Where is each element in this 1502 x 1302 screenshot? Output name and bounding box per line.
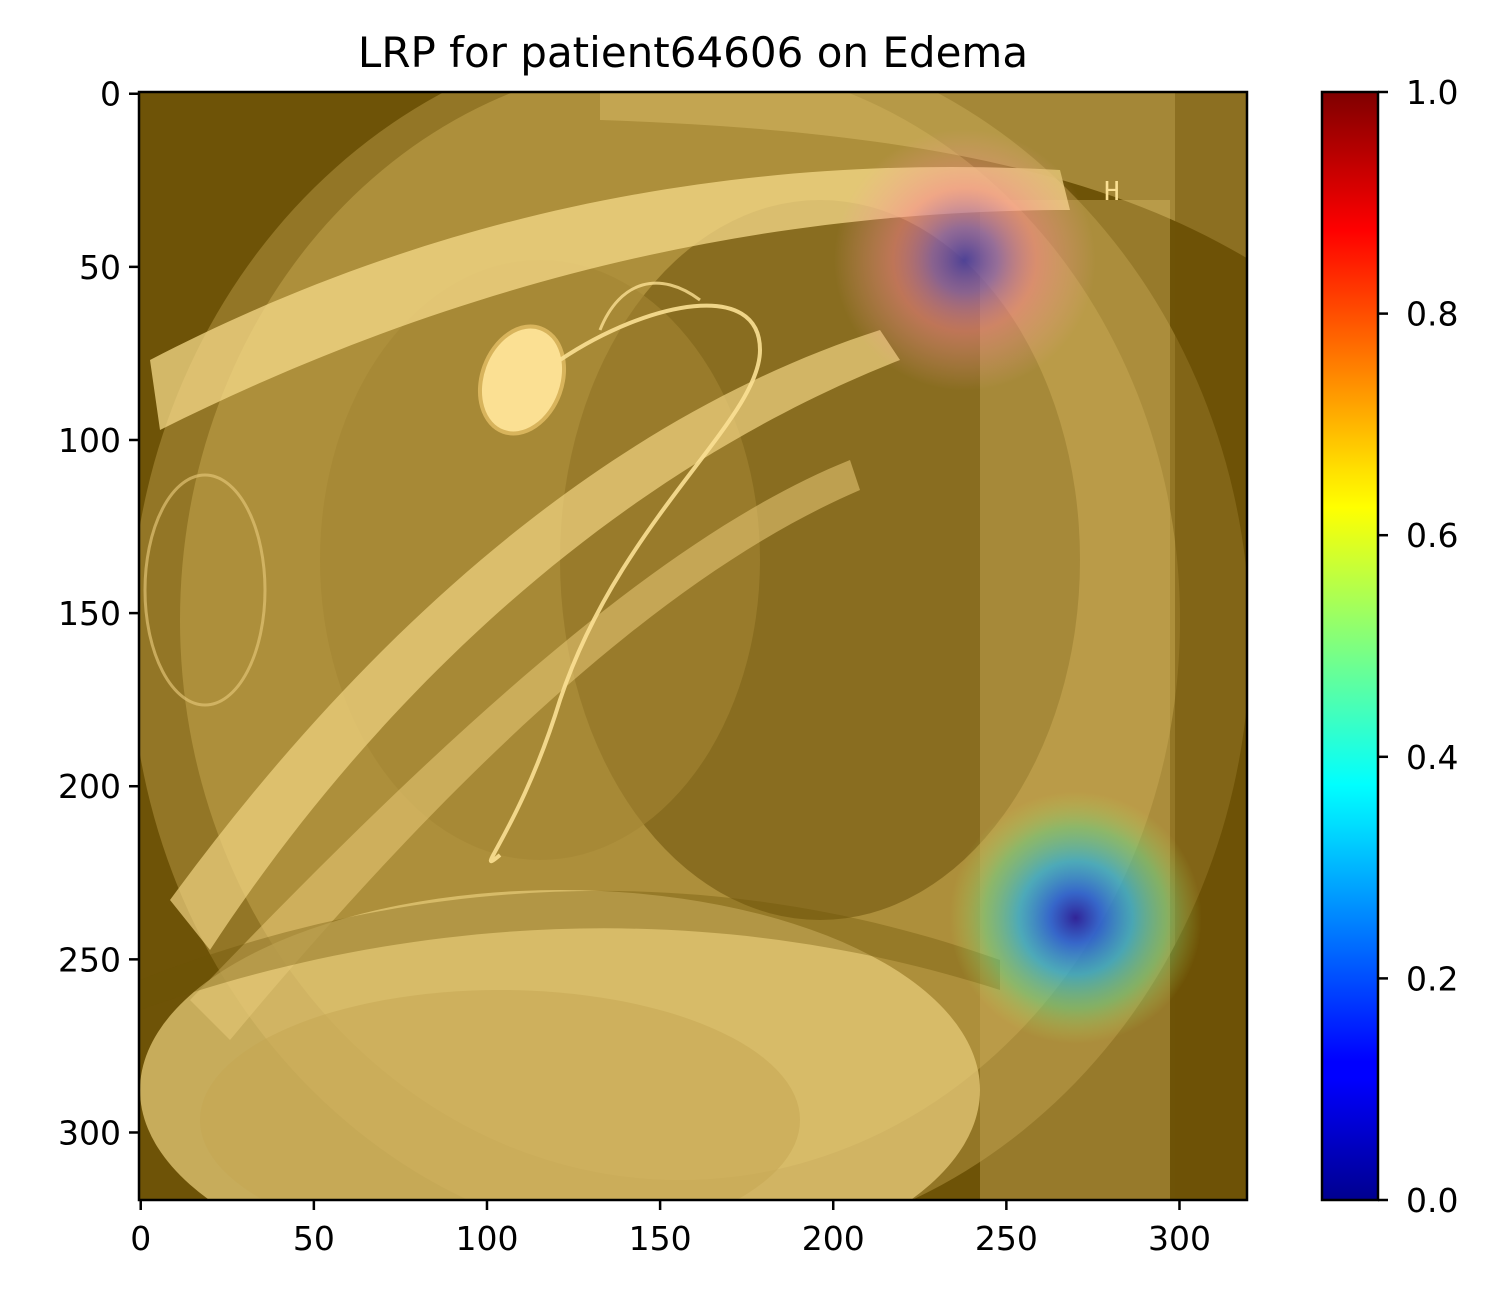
xray-image: H bbox=[139, 92, 1247, 1200]
x-tick-label: 300 bbox=[1148, 1219, 1211, 1258]
colorbar-gradient bbox=[1322, 92, 1378, 1200]
colorbar-tick-label: 0.2 bbox=[1406, 959, 1458, 998]
colorbar-tick-label: 0.0 bbox=[1406, 1181, 1458, 1220]
y-tick-label: 50 bbox=[79, 248, 121, 287]
y-tick-label: 150 bbox=[58, 594, 121, 633]
x-tick-label: 0 bbox=[130, 1219, 151, 1258]
y-tick-label: 300 bbox=[58, 1113, 121, 1152]
lower-relevance-hotspot bbox=[949, 791, 1202, 1045]
colorbar-tick-label: 1.0 bbox=[1406, 73, 1458, 112]
colorbar-tick-label: 0.6 bbox=[1406, 516, 1458, 555]
x-axis: 0 50 100 150 200 250 300 bbox=[130, 1200, 1211, 1258]
x-tick-label: 200 bbox=[802, 1219, 865, 1258]
upper-relevance-hotspot bbox=[833, 129, 1096, 391]
x-tick-label: 100 bbox=[455, 1219, 518, 1258]
x-tick-label: 150 bbox=[629, 1219, 692, 1258]
colorbar-tick-label: 0.8 bbox=[1406, 295, 1458, 334]
y-tick-label: 0 bbox=[100, 75, 121, 114]
x-tick-label: 250 bbox=[975, 1219, 1038, 1258]
y-tick-label: 250 bbox=[58, 940, 121, 979]
y-axis: 0 50 100 150 200 250 300 bbox=[58, 75, 139, 1152]
colorbar-tick-label: 0.4 bbox=[1406, 738, 1458, 777]
colorbar-frame bbox=[1320, 90, 1380, 1202]
plot-frame bbox=[137, 90, 1249, 1202]
y-tick-label: 200 bbox=[58, 767, 121, 806]
x-tick-label: 50 bbox=[293, 1219, 335, 1258]
chart-title: LRP for patient64606 on Edema bbox=[357, 28, 1029, 77]
colorbar: 0.0 0.2 0.4 0.6 0.8 1.0 bbox=[1320, 73, 1458, 1220]
image-marker-text: H bbox=[1104, 177, 1120, 207]
y-tick-label: 100 bbox=[58, 421, 121, 460]
